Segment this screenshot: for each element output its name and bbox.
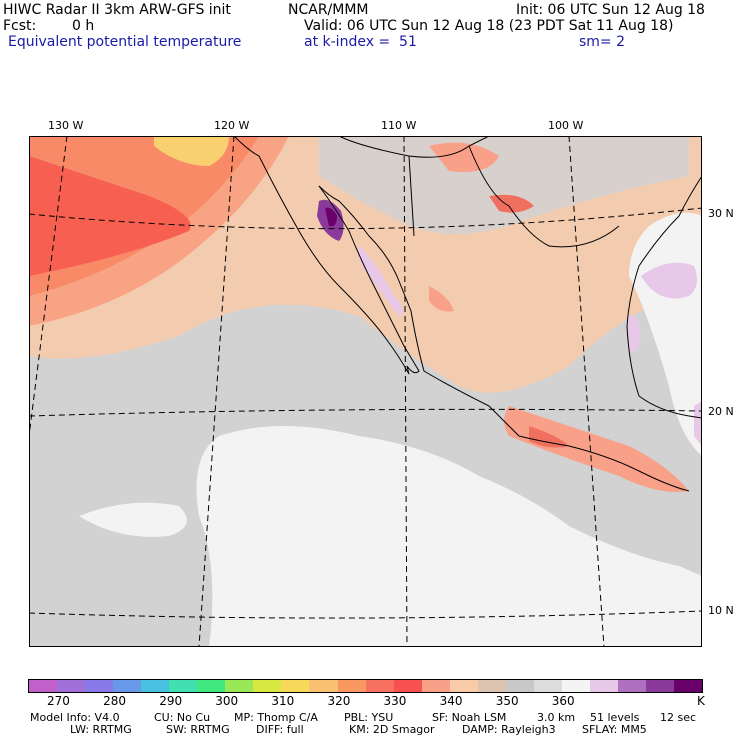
colorbar-swatch — [57, 680, 86, 692]
footer-lw: LW: RRTMG — [70, 723, 132, 736]
footer-diff: DIFF: full — [256, 723, 304, 736]
field-gulf-california — [357, 246, 403, 316]
footer-km: KM: 2D Smagor — [349, 723, 435, 736]
colorbar-swatch — [646, 680, 675, 692]
colorbar-swatch — [29, 680, 58, 692]
footer-sw: SW: RRTMG — [166, 723, 230, 736]
smoothing-label: sm= 2 — [579, 34, 626, 50]
level-label: at k-index = 51 — [304, 34, 417, 50]
footer-damp: DAMP: Rayleigh3 — [462, 723, 556, 736]
colorbar-swatch — [253, 680, 282, 692]
field-yellow-patch — [154, 136, 229, 166]
colorbar-swatch — [674, 680, 703, 692]
colorbar-swatch — [85, 680, 114, 692]
field-red-core — [29, 156, 191, 276]
lat-label-20n: 20 N — [708, 405, 734, 418]
colorbar-swatch — [225, 680, 254, 692]
colorbar-swatch — [337, 680, 366, 692]
colorbar-swatch — [113, 680, 142, 692]
colorbar-label: 330 — [383, 694, 407, 708]
colorbar-swatch — [533, 680, 562, 692]
footer-timestep: 12 sec — [660, 711, 697, 724]
lat-label-30n: 30 N — [708, 207, 734, 220]
field-name: Equivalent potential temperature — [8, 34, 242, 50]
colorbar-swatch — [617, 680, 647, 692]
colorbar-swatch — [309, 680, 338, 692]
init-time: Init: 06 UTC Sun 12 Aug 18 — [516, 2, 705, 18]
colorbar — [28, 679, 703, 693]
colorbar-swatch — [365, 680, 394, 692]
lon-label-110w: 110 W — [381, 119, 417, 132]
colorbar-swatch — [449, 680, 478, 692]
footer-mp: MP: Thomp C/A — [234, 711, 318, 724]
colorbar-label: 310 — [271, 694, 295, 708]
field-mexico-warm — [504, 406, 689, 492]
colorbar-unit: K — [697, 694, 705, 708]
colorbar-swatch — [141, 680, 170, 692]
field-white-region — [196, 426, 702, 647]
colorbar-swatch — [421, 680, 450, 692]
colorbar-swatch — [393, 680, 422, 692]
field-interior-region — [319, 136, 689, 234]
colorbar-label: 320 — [327, 694, 351, 708]
lon-label-130w: 130 W — [48, 119, 84, 132]
lon-label-120w: 120 W — [214, 119, 250, 132]
colorbar-swatch — [281, 680, 310, 692]
colorbar-swatch — [561, 680, 590, 692]
footer-levels: 51 levels — [590, 711, 640, 724]
graticule — [29, 136, 702, 647]
footer-res: 3.0 km — [537, 711, 576, 724]
colorbar-label: 270 — [47, 694, 70, 708]
lat-label-10n: 10 N — [708, 604, 734, 617]
theta-e-map — [29, 136, 702, 647]
colorbar-label: 280 — [103, 694, 127, 708]
lon-label-100w: 100 W — [548, 119, 584, 132]
field-gulf-purple — [641, 262, 698, 299]
fcst-value: 0 h — [72, 18, 95, 34]
colorbar-label: 290 — [159, 694, 183, 708]
colorbar-label: 300 — [215, 694, 239, 708]
coastlines — [233, 136, 702, 492]
footer-sf: SF: Noah LSM — [432, 711, 507, 724]
colorbar-swatch — [197, 680, 226, 692]
footer-pbl: PBL: YSU — [344, 711, 394, 724]
valid-time: Valid: 06 UTC Sun 12 Aug 18 (23 PDT Sat … — [304, 18, 674, 34]
colorbar-label: 350 — [495, 694, 519, 708]
colorbar-swatch — [589, 680, 618, 692]
fcst-label: Fcst: — [3, 18, 37, 34]
footer-cu: CU: No Cu — [154, 711, 211, 724]
colorbar-swatch — [505, 680, 534, 692]
org-label: NCAR/MMM — [288, 2, 369, 18]
footer-model-info: Model Info: V4.0 — [30, 711, 120, 724]
colorbar-swatch — [477, 680, 506, 692]
footer-sflay: SFLAY: MM5 — [582, 723, 647, 736]
map-frame — [29, 136, 702, 647]
model-title: HIWC Radar II 3km ARW-GFS init — [3, 2, 231, 18]
colorbar-swatch — [169, 680, 198, 692]
colorbar-label: 340 — [439, 694, 463, 708]
colorbar-label: 360 — [551, 694, 575, 708]
